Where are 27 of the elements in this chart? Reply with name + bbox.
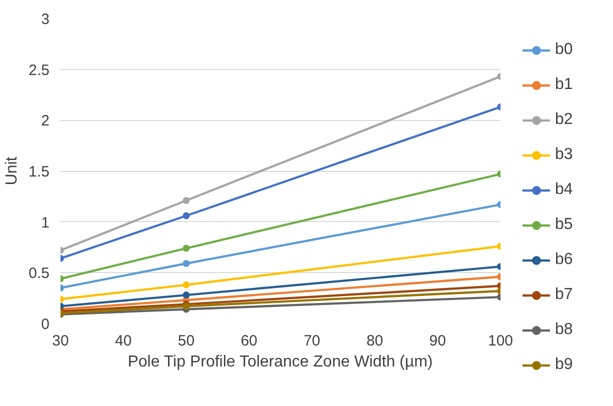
- legend-label: b0: [555, 41, 574, 59]
- legend-label: b5: [555, 216, 574, 234]
- y-tick-label: 2: [41, 112, 50, 130]
- x-tick-label: 70: [304, 332, 320, 350]
- legend-label: b7: [555, 286, 574, 304]
- y-tick-label: 1.5: [28, 164, 50, 180]
- legend-label: b6: [555, 251, 574, 269]
- x-tick-label: 60: [240, 332, 258, 350]
- y-tick-label: 3: [41, 11, 50, 28]
- y-tick-label: 0: [41, 316, 50, 333]
- y-tick-label: 2.5: [28, 62, 50, 79]
- y-tick-label: 0.5: [28, 265, 50, 282]
- legend-label: b9: [555, 356, 574, 374]
- x-tick-label: 30: [52, 332, 69, 350]
- x-tick-label: 90: [429, 332, 446, 350]
- legend-label: b8: [555, 321, 574, 339]
- x-tick-label: 80: [366, 332, 384, 350]
- legend-label: b4: [555, 181, 574, 199]
- x-tick-label: 40: [115, 332, 132, 350]
- legend-label: b3: [555, 146, 574, 164]
- x-tick-label: 50: [178, 332, 195, 350]
- x-axis-title: Pole Tip Profile Tolerance Zone Width (µm): [128, 354, 433, 370]
- y-tick-label: 1: [41, 214, 50, 232]
- legend-label: b1: [555, 76, 574, 94]
- legend-label: b2: [555, 111, 574, 129]
- x-tick-label: 100: [488, 332, 514, 350]
- y-axis-title: Unit: [4, 156, 21, 186]
